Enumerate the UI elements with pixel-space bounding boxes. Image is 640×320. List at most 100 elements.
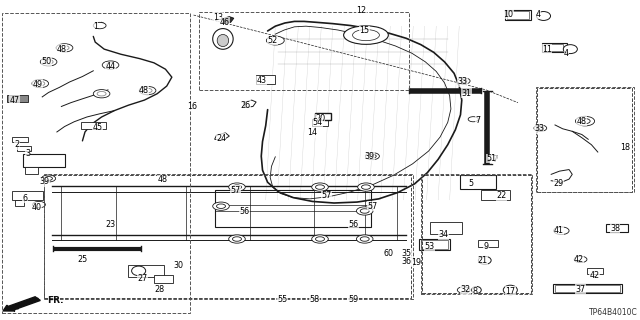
Text: 30: 30 — [173, 261, 183, 270]
Text: 52: 52 — [268, 36, 278, 45]
Text: 15: 15 — [360, 27, 370, 36]
Text: 57: 57 — [321, 191, 332, 200]
Circle shape — [56, 44, 73, 52]
Text: 50: 50 — [42, 57, 52, 66]
Text: 6: 6 — [22, 194, 28, 203]
Text: 39: 39 — [365, 152, 375, 161]
Circle shape — [97, 92, 106, 96]
Circle shape — [216, 204, 225, 208]
Circle shape — [316, 185, 324, 189]
Text: 32: 32 — [461, 285, 470, 294]
Bar — [214, 190, 371, 227]
Bar — [315, 113, 331, 120]
Text: 5: 5 — [468, 180, 474, 188]
Text: 45: 45 — [93, 123, 103, 132]
Text: 13: 13 — [213, 13, 223, 22]
Text: TP64B4010C: TP64B4010C — [589, 308, 638, 317]
Text: 57: 57 — [367, 202, 378, 211]
Bar — [507, 11, 529, 19]
Bar — [2, 13, 189, 313]
Text: 18: 18 — [620, 143, 630, 152]
Circle shape — [537, 126, 543, 130]
Text: 35: 35 — [402, 249, 412, 258]
Circle shape — [458, 78, 470, 84]
Circle shape — [106, 63, 115, 67]
Text: 23: 23 — [106, 220, 116, 229]
Bar — [505, 10, 531, 20]
Text: 40: 40 — [31, 203, 42, 212]
Bar — [44, 175, 412, 298]
Text: 7: 7 — [492, 155, 497, 164]
Text: 33: 33 — [534, 124, 544, 133]
Circle shape — [360, 209, 369, 213]
Text: 26: 26 — [240, 101, 250, 110]
Text: 33: 33 — [458, 77, 467, 86]
Bar — [7, 95, 28, 102]
Text: 14: 14 — [307, 128, 317, 137]
Circle shape — [33, 201, 45, 208]
Bar — [555, 285, 620, 292]
Bar — [553, 284, 622, 293]
Text: 31: 31 — [462, 89, 472, 98]
Text: 46: 46 — [220, 18, 229, 27]
Text: 4: 4 — [536, 10, 541, 19]
Bar — [129, 265, 164, 277]
Circle shape — [534, 125, 547, 131]
Circle shape — [93, 90, 110, 98]
Polygon shape — [214, 133, 229, 140]
Bar — [478, 240, 497, 247]
Text: 37: 37 — [575, 284, 586, 293]
Ellipse shape — [217, 35, 228, 47]
Bar — [544, 44, 563, 51]
Bar — [154, 275, 173, 283]
Circle shape — [93, 22, 106, 29]
Text: 10: 10 — [504, 10, 513, 19]
Circle shape — [574, 256, 587, 263]
Text: 9: 9 — [483, 242, 488, 251]
Circle shape — [369, 154, 376, 158]
Bar — [312, 119, 328, 125]
Circle shape — [232, 237, 241, 241]
Bar — [12, 137, 28, 142]
Text: 25: 25 — [77, 255, 88, 264]
Text: 24: 24 — [216, 134, 226, 143]
Text: 60: 60 — [384, 250, 394, 259]
Text: 59: 59 — [348, 295, 358, 304]
Ellipse shape — [478, 256, 491, 264]
Ellipse shape — [536, 12, 550, 20]
Bar — [481, 190, 509, 200]
FancyArrow shape — [3, 297, 40, 311]
Circle shape — [461, 79, 467, 83]
Circle shape — [362, 185, 371, 189]
Circle shape — [266, 36, 284, 45]
Text: 42: 42 — [589, 271, 600, 280]
Text: 7: 7 — [475, 116, 480, 125]
Text: 48: 48 — [139, 86, 148, 95]
Text: 1: 1 — [93, 22, 98, 31]
Text: 44: 44 — [106, 62, 116, 71]
Text: 48: 48 — [158, 175, 168, 184]
Circle shape — [60, 46, 69, 50]
Bar — [421, 174, 532, 294]
Text: 55: 55 — [278, 295, 288, 304]
Text: 48: 48 — [56, 44, 67, 54]
Text: 39: 39 — [39, 177, 49, 186]
Text: 3: 3 — [25, 149, 30, 158]
Bar — [587, 268, 603, 274]
Circle shape — [316, 237, 324, 241]
Ellipse shape — [344, 26, 388, 44]
Text: 56: 56 — [239, 207, 250, 216]
Bar — [23, 154, 65, 167]
Bar — [419, 239, 450, 250]
Circle shape — [44, 60, 53, 64]
Text: FR.: FR. — [47, 296, 63, 305]
Text: 22: 22 — [496, 191, 506, 200]
Text: 48: 48 — [577, 116, 587, 126]
Text: 57: 57 — [230, 186, 241, 195]
Bar — [430, 222, 462, 234]
Circle shape — [365, 153, 380, 160]
Circle shape — [554, 227, 569, 235]
Bar — [81, 122, 106, 129]
Circle shape — [487, 155, 497, 160]
Circle shape — [356, 235, 373, 243]
